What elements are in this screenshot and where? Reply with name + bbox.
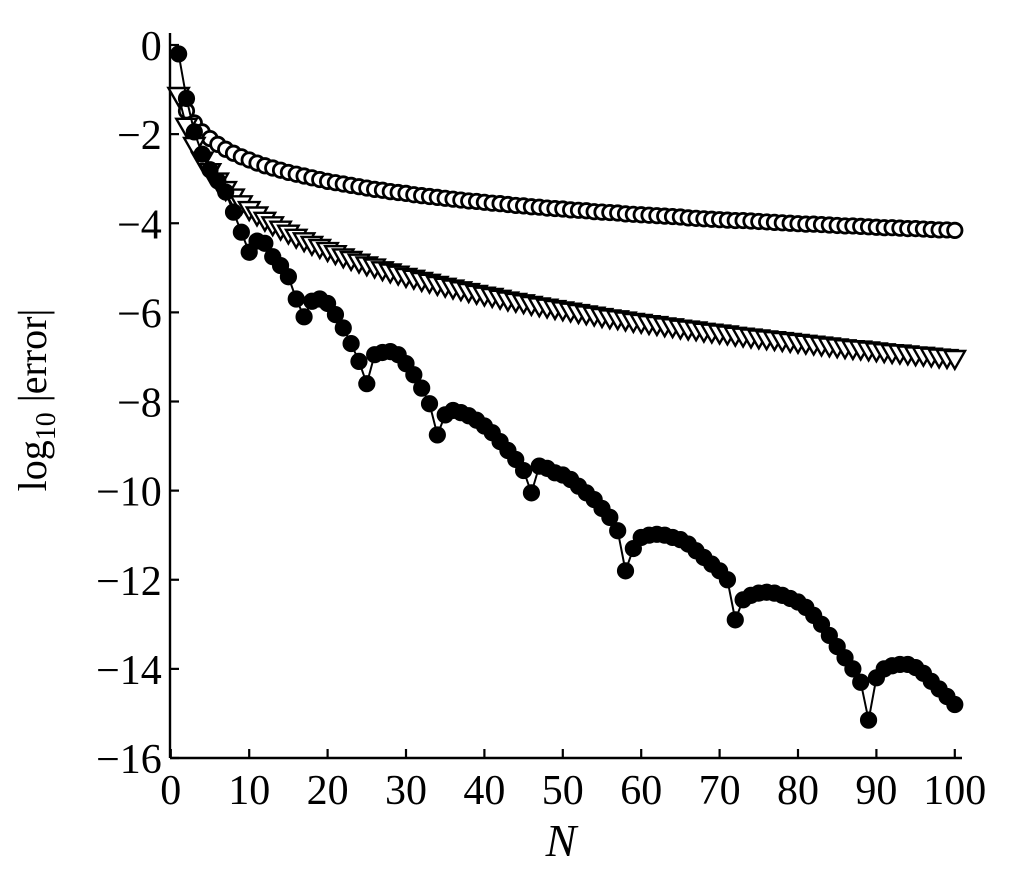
filled-circle-marker: [413, 379, 431, 397]
filled-circle-marker: [726, 611, 744, 629]
filled-circle-marker: [232, 223, 250, 241]
filled-circle-marker: [515, 461, 533, 480]
filled-circle-marker: [609, 522, 627, 540]
series-filled-circles: [170, 45, 964, 729]
filled-circle-marker: [358, 375, 376, 393]
x-tick-label-70: 70: [699, 768, 741, 814]
filled-circle-marker: [522, 484, 541, 502]
filled-circle-marker: [185, 123, 203, 141]
filled-circle-marker: [177, 89, 196, 108]
y-ticks: 0 −2 −4 −6 −8 −10 −12 −14 −16: [96, 24, 179, 783]
filled-circle-marker: [279, 268, 297, 286]
filled-circle-marker: [405, 366, 423, 384]
x-tick-label-20: 20: [307, 768, 349, 814]
filled-circle-marker: [193, 145, 211, 163]
axes: [168, 33, 962, 760]
filled-circle-marker: [334, 319, 352, 337]
y-tick-label-0: 0: [141, 24, 162, 70]
filled-circle-marker: [428, 426, 446, 444]
y-tick-label-−16: −16: [96, 737, 162, 783]
x-tick-label-30: 30: [385, 768, 427, 814]
filled-circle-marker: [217, 183, 235, 201]
x-tick-label-80: 80: [777, 768, 819, 814]
filled-circle-marker: [420, 395, 439, 413]
x-tick-label-10: 10: [228, 768, 270, 814]
filled-circle-marker: [342, 334, 360, 353]
filled-circle-marker: [946, 695, 964, 714]
triangle-down-marker: [942, 349, 968, 372]
y-tick-label-−14: −14: [96, 648, 162, 694]
y-tick-label-−12: −12: [96, 559, 162, 605]
x-tick-label-90: 90: [855, 768, 897, 814]
filled-circle-marker: [718, 571, 737, 589]
y-tick-label-−4: −4: [117, 202, 162, 248]
series-open-circles: [177, 102, 964, 239]
x-axis-label: N: [545, 815, 579, 866]
filled-circle-marker: [844, 660, 862, 678]
filled-circle-marker: [326, 306, 345, 324]
x-tick-label-60: 60: [620, 768, 662, 814]
x-tick-label-100: 100: [923, 768, 986, 814]
filled-circle-marker: [170, 45, 188, 63]
filled-circle-marker: [601, 508, 619, 526]
y-axis-label: log10 |error|: [10, 309, 62, 492]
x-ticks: 0 10 20 30 40 50 60 70 80 90 100: [160, 749, 986, 814]
filled-circle-marker: [295, 308, 313, 326]
y-tick-label-−6: −6: [117, 291, 162, 337]
filled-circle-marker: [616, 562, 635, 580]
filled-circle-marker: [852, 673, 870, 691]
y-tick-label-−8: −8: [117, 381, 162, 427]
x-tick-label-0: 0: [160, 768, 181, 814]
filled-circle-marker: [350, 352, 368, 370]
x-tick-label-50: 50: [542, 768, 584, 814]
y-tick-label-−10: −10: [96, 470, 162, 516]
svg-text:log10 |error|: log10 |error|: [10, 309, 62, 492]
filled-circle-marker: [287, 290, 305, 308]
filled-circle-marker: [256, 234, 274, 252]
y-tick-label-−2: −2: [117, 113, 162, 159]
x-tick-label-40: 40: [463, 768, 505, 814]
filled-circle-marker: [859, 711, 878, 729]
open-circle-marker: [946, 221, 964, 239]
filled-circle-marker: [224, 203, 243, 221]
